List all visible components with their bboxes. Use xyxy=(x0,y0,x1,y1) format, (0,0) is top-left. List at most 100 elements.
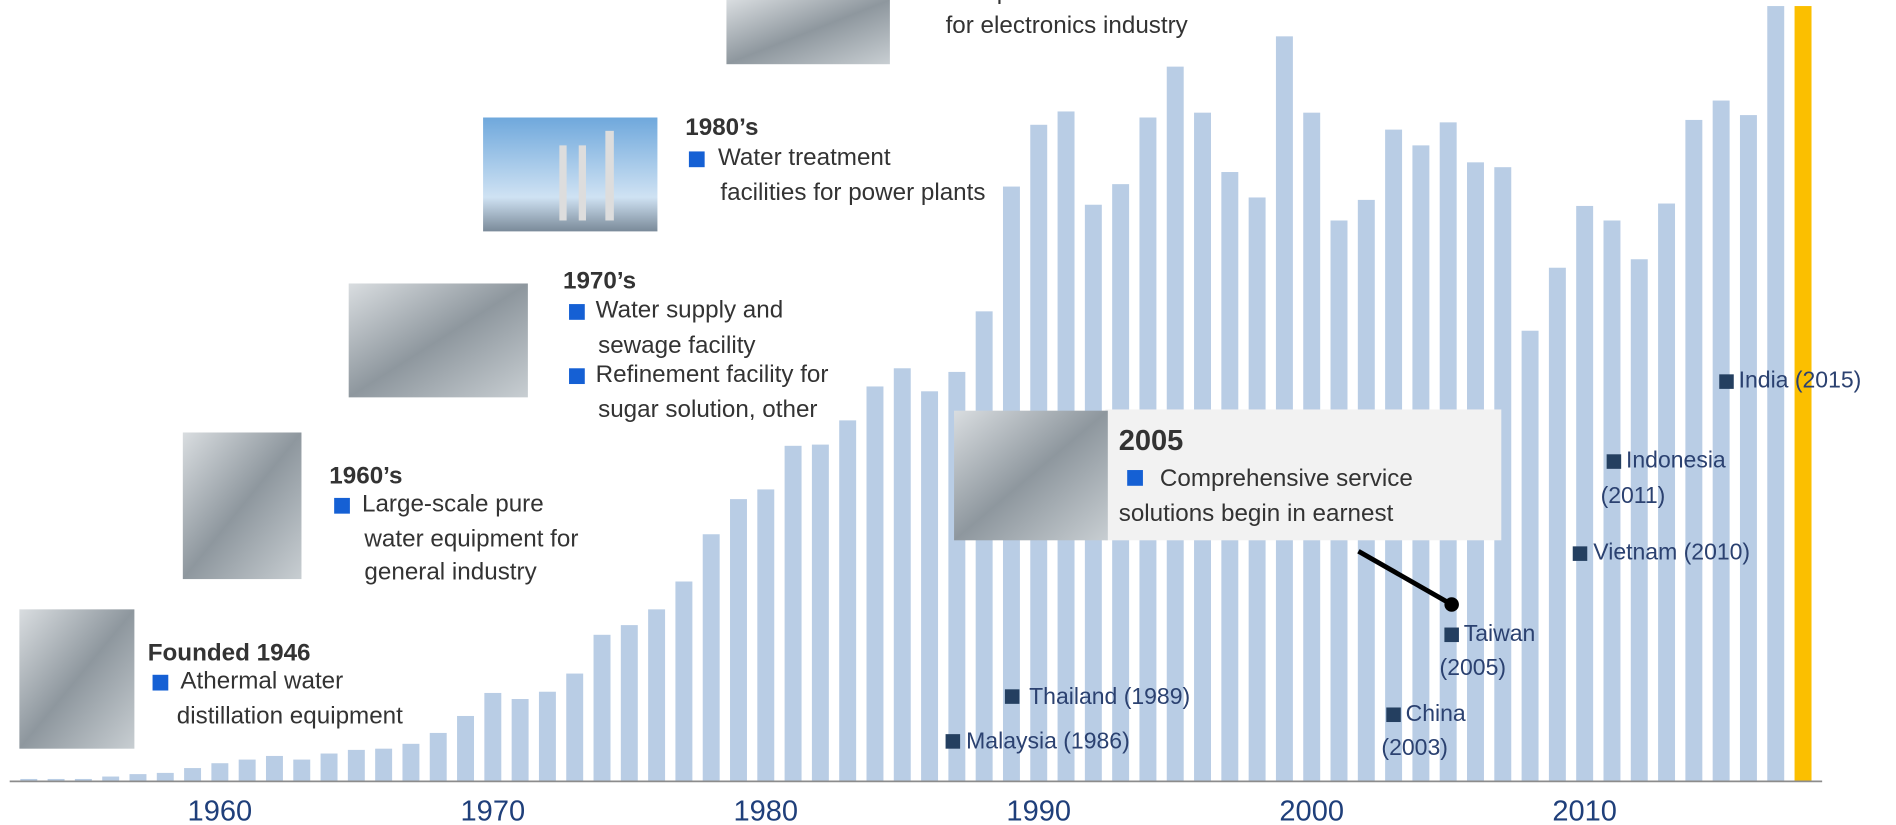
milestone-text: solutions begin in earnest xyxy=(1119,500,1394,527)
bar xyxy=(593,634,611,782)
bar xyxy=(620,625,638,782)
milestone-text: general industry xyxy=(364,558,537,585)
x-tick-label: 1960 xyxy=(188,796,253,825)
bar xyxy=(1658,203,1676,782)
x-tick-label: 1980 xyxy=(733,796,798,825)
bar xyxy=(757,489,775,782)
photo xyxy=(348,283,528,398)
bar xyxy=(184,768,202,782)
milestone-heading: 1970’s xyxy=(563,268,636,295)
milestone-text: Water treatment xyxy=(718,144,891,171)
bar xyxy=(866,386,884,782)
country-label: Taiwan xyxy=(1464,620,1536,646)
milestone-text: sugar solution, other xyxy=(598,396,817,423)
bar xyxy=(1739,115,1757,782)
bar xyxy=(293,759,311,782)
milestone-text: Refinement facility for xyxy=(596,361,829,388)
bullet xyxy=(688,151,705,168)
country-marker xyxy=(1004,689,1020,704)
bar xyxy=(566,673,584,782)
bar xyxy=(511,699,529,782)
bar xyxy=(975,311,993,782)
bar xyxy=(484,692,502,782)
bar xyxy=(1521,330,1539,782)
x-tick-label: 1970 xyxy=(461,796,526,825)
country-label: Thailand (1989) xyxy=(1029,683,1190,709)
bar xyxy=(47,778,65,782)
milestone-text: distillation equipment xyxy=(177,703,403,730)
bar xyxy=(429,732,447,782)
milestone-text: Ultrapure water facilities xyxy=(946,0,1204,5)
bar xyxy=(320,753,338,782)
bar xyxy=(1712,100,1730,782)
bar xyxy=(102,776,120,782)
bar xyxy=(1275,36,1293,782)
callout-box xyxy=(1105,409,1502,541)
bar xyxy=(1767,6,1785,782)
photo xyxy=(726,0,890,65)
milestone-text: water equipment for xyxy=(363,526,578,553)
milestone-heading: 1980’s xyxy=(685,114,758,141)
milestone-heading: 2005 xyxy=(1119,425,1184,457)
bar xyxy=(648,609,666,782)
milestone-text: for electronics industry xyxy=(946,12,1189,39)
country-label: Malaysia (1986) xyxy=(966,728,1130,754)
country-label: India (2015) xyxy=(1739,367,1862,393)
milestone-text: Comprehensive service xyxy=(1160,465,1413,492)
country-marker xyxy=(1572,546,1588,561)
country-marker xyxy=(1719,374,1734,389)
milestone-text: Athermal water xyxy=(180,667,343,694)
country-marker xyxy=(1606,454,1622,469)
photo-detail xyxy=(559,145,567,221)
bar xyxy=(1576,205,1594,782)
photo-detail xyxy=(605,130,614,221)
bar xyxy=(74,778,92,782)
bullet xyxy=(1127,470,1143,486)
photo xyxy=(182,432,302,580)
bar xyxy=(156,772,174,782)
country-label: Vietnam (2010) xyxy=(1593,539,1750,565)
bullet xyxy=(334,497,350,514)
bar xyxy=(1494,167,1512,782)
country-marker xyxy=(1386,707,1401,723)
bar xyxy=(1630,259,1648,782)
bar xyxy=(211,763,229,782)
bullet xyxy=(569,304,585,320)
bar xyxy=(347,749,365,782)
country-marker xyxy=(945,734,961,749)
milestone-text: sewage facility xyxy=(598,332,756,359)
photo xyxy=(954,410,1108,541)
bar xyxy=(893,368,911,782)
milestone-text: Water supply and xyxy=(596,297,784,324)
bar xyxy=(730,499,747,782)
bar xyxy=(20,778,38,782)
bar xyxy=(1548,267,1566,782)
bar xyxy=(129,774,147,782)
bar xyxy=(784,445,802,782)
bar xyxy=(811,444,829,782)
milestone-text: Large-scale pure xyxy=(362,491,544,518)
country-label: (2003) xyxy=(1381,734,1447,760)
milestone-text: facilities for power plants xyxy=(720,179,985,206)
x-tick-label: 2000 xyxy=(1279,796,1344,825)
bar xyxy=(702,534,720,782)
bar xyxy=(538,691,556,782)
bullet xyxy=(569,368,585,385)
bar xyxy=(675,581,693,782)
bar xyxy=(1685,119,1703,782)
bars xyxy=(20,6,1812,782)
bar xyxy=(375,748,393,782)
bar xyxy=(265,755,283,782)
photo xyxy=(483,117,658,232)
photo xyxy=(19,609,135,749)
bar xyxy=(1603,220,1621,782)
bar xyxy=(1794,6,1812,782)
country-label: (2005) xyxy=(1440,654,1506,680)
bullet xyxy=(152,674,169,691)
country-label: Indonesia xyxy=(1626,447,1726,473)
country-label: (2011) xyxy=(1601,482,1666,508)
milestone-heading: Founded 1946 xyxy=(148,640,311,667)
x-tick-label: 2010 xyxy=(1552,796,1617,825)
country-marker xyxy=(1444,627,1459,643)
